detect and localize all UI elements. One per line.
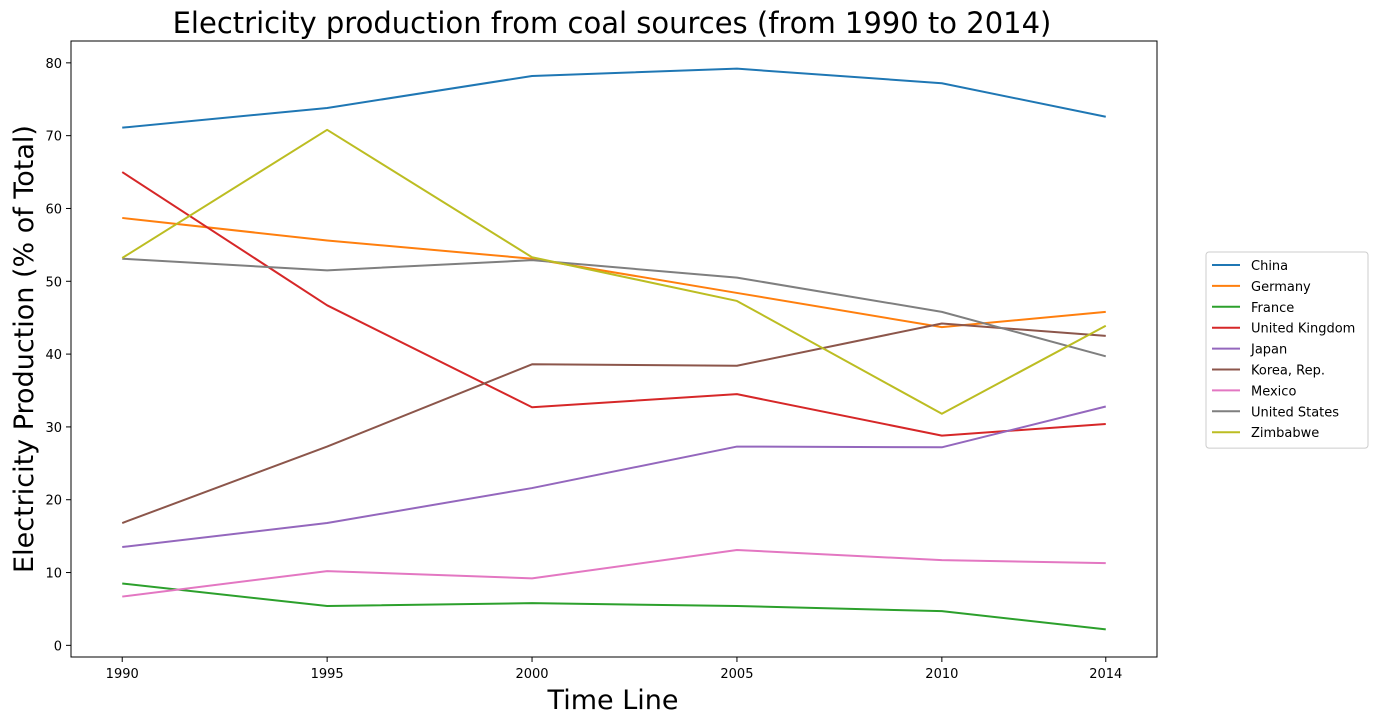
x-tick-label: 1990 — [106, 667, 139, 682]
x-axis-label: Time Line — [547, 685, 679, 716]
y-tick-label: 60 — [45, 202, 62, 217]
x-tick-label: 2005 — [720, 667, 753, 682]
legend: China Germany France United Kingdom Japan Kor… — [1205, 251, 1369, 449]
legend-label: Mexico — [1251, 384, 1296, 399]
legend-label: Zimbabwe — [1251, 426, 1319, 441]
series-line-japan — [122, 405, 1107, 549]
legend-label: United Kingdom — [1251, 322, 1355, 337]
series-line-zimbabwe — [121, 128, 1107, 415]
series-line-france — [122, 582, 1106, 631]
y-tick-label: 70 — [45, 130, 62, 145]
x-tick-label: 2010 — [925, 667, 958, 682]
series-line-united-kingdom — [121, 171, 1106, 437]
series-line-mexico — [122, 548, 1106, 598]
y-tick-label: 50 — [45, 275, 62, 290]
series-line-korea-rep — [121, 322, 1106, 524]
plot-frame — [70, 40, 1158, 658]
y-tick-label: 10 — [45, 567, 62, 582]
chart-title: Electricity production from coal sources… — [173, 6, 1052, 40]
series-line-germany — [122, 216, 1106, 329]
legend-label: Korea, Rep. — [1251, 364, 1325, 379]
x-tick-label: 2014 — [1089, 667, 1122, 682]
series-line-united-states — [122, 257, 1107, 358]
y-tick-label: 20 — [45, 494, 62, 509]
plot-area: 1990 1995 2000 2005 2010 2014 0 10 20 30 40 50 60 70 8… — [45, 40, 1158, 682]
legend-label: Japan — [1250, 343, 1287, 358]
legend-box — [1205, 251, 1369, 449]
x-tick-label: 2000 — [515, 667, 548, 682]
legend-label: United States — [1251, 405, 1339, 420]
x-tick-label: 1995 — [311, 667, 344, 682]
y-axis-label: Electricity Production (% of Total) — [9, 125, 40, 573]
legend-label: France — [1251, 301, 1294, 316]
y-tick-label: 40 — [45, 348, 62, 363]
y-tick-label: 30 — [45, 421, 62, 436]
legend-label: Germany — [1251, 280, 1311, 295]
y-tick-label: 0 — [54, 639, 62, 654]
legend-label: China — [1251, 259, 1288, 274]
series-line-china — [122, 67, 1106, 129]
y-tick-label: 80 — [45, 57, 62, 72]
